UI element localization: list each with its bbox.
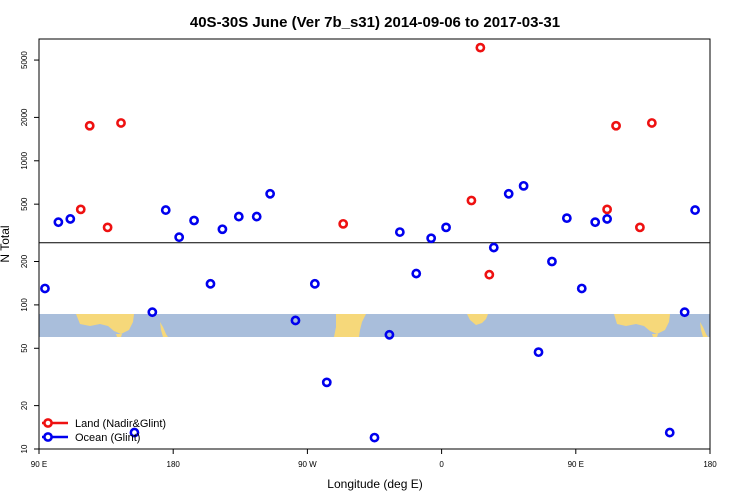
ocean-point [426, 233, 437, 244]
y-axis: 10 20 50 100 200 500 1000 2000 5000 [20, 51, 39, 453]
legend-label: Land (Nadir&Glint) [75, 418, 166, 430]
ocean-point [590, 217, 601, 228]
land-point [611, 120, 621, 131]
land-point [484, 269, 495, 280]
legend-marker [43, 418, 53, 428]
land-australia-2 [614, 314, 670, 334]
land-point [602, 204, 613, 215]
land-tasmania-1 [116, 334, 122, 337]
ocean-point [251, 211, 262, 222]
ocean-point [411, 268, 422, 279]
y-tick-label: 50 [20, 343, 29, 352]
land-point [646, 118, 657, 128]
x-axis: 90 E 180 90 W 0 90 E 180 [31, 449, 717, 469]
ocean-point [602, 214, 613, 224]
land-point [116, 118, 126, 128]
y-tick-label: 2000 [20, 108, 29, 126]
ocean-point [147, 307, 158, 318]
land-point [75, 204, 86, 215]
ocean-point [53, 217, 64, 228]
ocean-point [690, 205, 700, 215]
ocean-point [309, 278, 320, 289]
plot-frame [38, 38, 711, 450]
ocean-point [369, 432, 380, 443]
land-new-zealand-2 [700, 322, 708, 337]
x-tick-label: 90 E [568, 460, 584, 469]
ocean-point [321, 377, 332, 388]
x-tick-label: 0 [439, 460, 444, 469]
x-tick-label: 90 E [31, 460, 47, 469]
ocean-point [518, 180, 529, 191]
ocean-point [488, 242, 499, 253]
y-tick-label: 200 [20, 254, 29, 268]
ocean-point [441, 222, 451, 233]
ocean-point [129, 427, 140, 438]
ocean-point [189, 215, 199, 226]
ocean-point [205, 278, 216, 289]
x-tick-label: 90 W [298, 460, 317, 469]
x-tick-label: 180 [167, 460, 181, 469]
series-0 [75, 42, 657, 280]
land-point [84, 120, 95, 131]
y-tick-label: 10 [20, 444, 29, 453]
land-point [338, 218, 349, 229]
y-tick-label: 100 [20, 298, 29, 312]
ocean-point [547, 256, 557, 267]
ocean-point [65, 214, 76, 224]
land-point [102, 222, 113, 233]
ocean-point [174, 232, 185, 243]
legend: Land (Nadir&Glint) Ocean (Glint) [42, 418, 166, 444]
ocean-point [217, 224, 228, 235]
ocean-point [290, 315, 301, 326]
ocean-point [503, 188, 514, 199]
map-strip [39, 314, 710, 337]
y-tick-label: 5000 [20, 51, 29, 69]
y-tick-label: 1000 [20, 151, 29, 169]
ocean-point [561, 213, 572, 224]
chart-title: 40S-30S June (Ver 7b_s31) 2014-09-06 to … [190, 14, 560, 31]
legend-label: Ocean (Glint) [75, 432, 140, 444]
y-tick-label: 500 [20, 197, 29, 211]
land-australia-1 [76, 314, 134, 334]
land-point [635, 222, 645, 233]
legend-marker [43, 432, 53, 442]
y-axis-label: N Total [0, 225, 12, 262]
data-points [40, 42, 700, 443]
land-tasmania-2 [652, 334, 658, 337]
land-south-america [334, 314, 366, 337]
ocean-point [664, 427, 675, 438]
series-1 [40, 180, 700, 443]
ocean-point [233, 211, 244, 222]
ocean-band [39, 314, 710, 337]
x-axis-label: Longitude (deg E) [327, 477, 422, 491]
land-new-zealand-1 [160, 322, 168, 337]
ocean-point [384, 329, 395, 340]
land-point [475, 42, 486, 53]
x-tick-label: 180 [703, 460, 717, 469]
ocean-point [533, 347, 544, 358]
ocean-point [679, 307, 690, 318]
ocean-point [160, 205, 171, 215]
ocean-point [576, 283, 587, 294]
ocean-point [265, 188, 276, 199]
ocean-point [40, 283, 50, 294]
y-tick-label: 20 [20, 401, 29, 410]
ocean-point [394, 227, 405, 237]
land-point [466, 195, 477, 206]
land-africa [467, 314, 488, 325]
